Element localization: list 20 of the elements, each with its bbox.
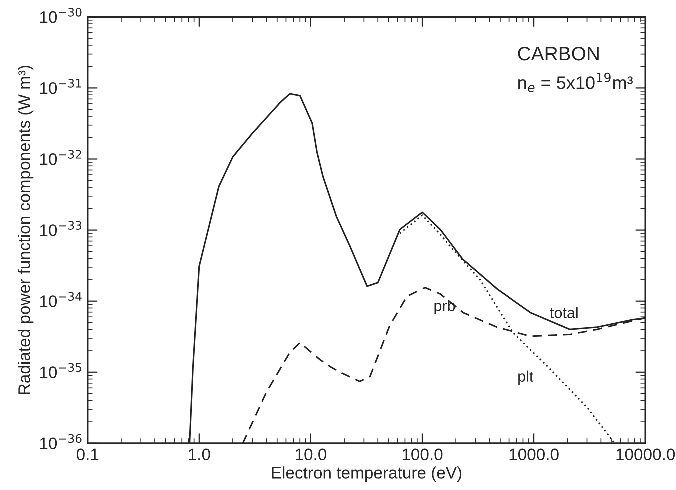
y-tick-label: 10$^{−33}$ — [40, 221, 82, 236]
y-tick-label: 10$^{−32}$ — [40, 150, 82, 166]
y-tick-label: 10$^{−36}$ — [40, 434, 82, 450]
annotation: CARBON — [518, 46, 599, 61]
y-axis-title: Radiated power function components (W m³) — [18, 66, 34, 394]
x-tick-label: 10000.0 — [616, 448, 676, 461]
x-tick-label: 10.0 — [296, 448, 327, 461]
x-tick-label: 0.1 — [76, 448, 99, 461]
y-tick-label: 10$^{−30}$ — [40, 8, 82, 24]
x-tick-label: 100.0 — [402, 448, 443, 461]
series-label: plt — [518, 370, 534, 386]
y-tick-label: 10$^{−31}$ — [40, 79, 82, 94]
x-tick-label: 1000.0 — [510, 448, 559, 461]
series-label: prb — [434, 300, 456, 314]
series-label: total — [550, 307, 578, 318]
x-tick-label: 1.0 — [189, 448, 210, 461]
y-tick-label: 10$^{−35}$ — [40, 363, 82, 378]
x-axis-title: Electron temperature (eV) — [272, 466, 462, 482]
annotation: n$_{e}$ = 5x10$^{19}$m³ — [518, 72, 633, 92]
y-tick-label: 10$^{−34}$ — [40, 292, 82, 308]
